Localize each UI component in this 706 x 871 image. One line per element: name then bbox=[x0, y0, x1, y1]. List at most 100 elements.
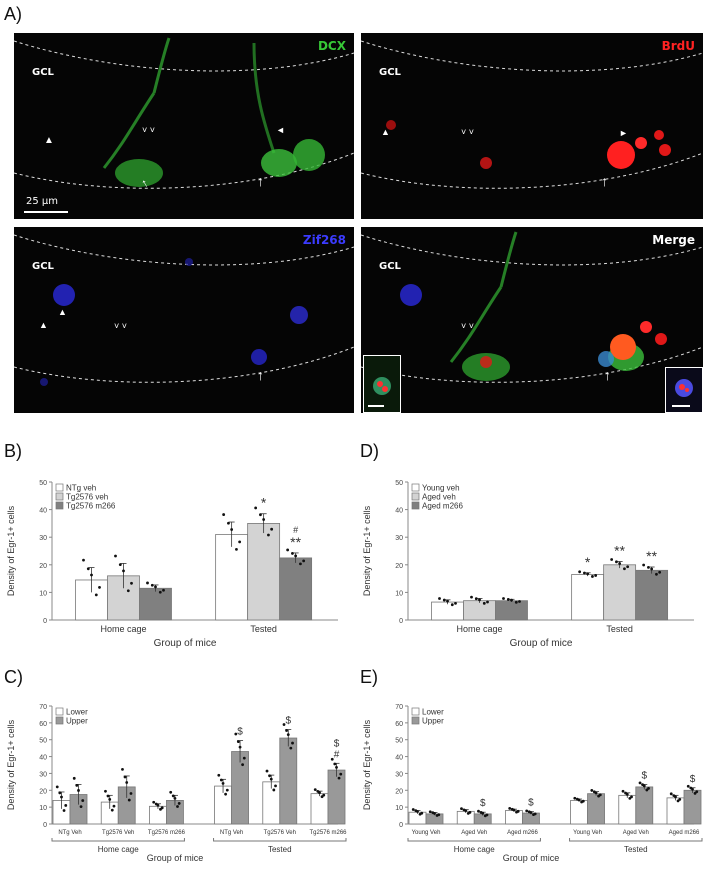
panel-label-d: D) bbox=[360, 441, 379, 461]
bar bbox=[683, 789, 702, 825]
data-point bbox=[438, 597, 441, 600]
channel-label-brdu: BrdU bbox=[661, 39, 695, 53]
data-point bbox=[294, 554, 298, 558]
data-point bbox=[274, 784, 277, 788]
y-tick-label: 20 bbox=[39, 788, 47, 795]
data-point bbox=[442, 598, 446, 602]
group-bracket bbox=[407, 838, 541, 842]
y-tick-label: 40 bbox=[39, 508, 47, 515]
bar-label: Aged Veh bbox=[461, 830, 487, 836]
data-point bbox=[460, 807, 463, 811]
y-tick-label: 10 bbox=[395, 805, 403, 812]
channel-label-zif268: Zif268 bbox=[302, 233, 346, 247]
bar bbox=[408, 811, 427, 825]
y-tick-label: 40 bbox=[395, 508, 403, 515]
data-point bbox=[508, 806, 512, 810]
data-point bbox=[630, 795, 633, 799]
data-point bbox=[126, 589, 130, 593]
legend-label: Upper bbox=[66, 717, 88, 726]
significance-label: $ bbox=[480, 798, 486, 809]
bar bbox=[431, 601, 464, 621]
data-point bbox=[110, 808, 114, 812]
data-point bbox=[90, 573, 93, 577]
legend-label: Upper bbox=[422, 717, 444, 726]
legend-swatch bbox=[55, 716, 64, 725]
data-point bbox=[150, 583, 154, 587]
data-point bbox=[269, 777, 273, 781]
inset-right bbox=[665, 367, 703, 413]
data-point bbox=[477, 809, 480, 813]
significance-label: $ bbox=[528, 798, 534, 809]
data-point bbox=[169, 790, 173, 794]
data-point bbox=[437, 813, 441, 817]
legend-swatch bbox=[55, 707, 64, 716]
gcl-label: GCL bbox=[379, 67, 401, 78]
data-point bbox=[225, 788, 229, 792]
panel-label-c: C) bbox=[4, 667, 23, 687]
data-point bbox=[578, 570, 582, 574]
scale-bar bbox=[24, 211, 68, 213]
data-point bbox=[154, 802, 158, 806]
data-point bbox=[678, 797, 682, 801]
legend-swatch bbox=[411, 492, 420, 501]
gcl-label: GCL bbox=[379, 261, 401, 272]
data-point bbox=[594, 574, 598, 577]
significance-label: # bbox=[293, 525, 298, 535]
bar bbox=[149, 805, 167, 825]
inset-left bbox=[363, 355, 401, 413]
data-point bbox=[236, 740, 240, 744]
legend-label: Tg2576 veh bbox=[66, 493, 108, 502]
data-point bbox=[171, 794, 175, 798]
data-point bbox=[154, 585, 157, 589]
group-label: Home cage bbox=[100, 624, 146, 634]
y-tick-label: 50 bbox=[395, 738, 403, 745]
bar bbox=[215, 534, 249, 621]
data-point bbox=[114, 554, 117, 558]
channel-label-dcx: DCX bbox=[317, 39, 346, 53]
svg-text:˅ ˅: ˅ ˅ bbox=[114, 321, 127, 331]
data-point bbox=[60, 795, 63, 799]
y-tick-label: 60 bbox=[395, 721, 403, 728]
group-label: Tested bbox=[624, 845, 648, 854]
data-point bbox=[158, 590, 162, 594]
data-point bbox=[98, 586, 101, 589]
data-point bbox=[106, 794, 110, 798]
data-point bbox=[420, 811, 424, 815]
data-point bbox=[242, 756, 246, 760]
bar bbox=[139, 587, 172, 621]
svg-text:↑: ↑ bbox=[604, 367, 611, 383]
y-tick-label: 0 bbox=[43, 822, 47, 829]
y-tick-label: 30 bbox=[395, 535, 403, 542]
y-tick-label: 60 bbox=[39, 721, 47, 728]
data-point bbox=[533, 812, 537, 816]
significance-label: $ bbox=[237, 727, 243, 738]
micrograph-merge: ˅ ˅ ↑ Merge GCL bbox=[361, 227, 703, 413]
legend-label: Lower bbox=[66, 708, 88, 717]
bar bbox=[570, 800, 588, 825]
data-point bbox=[227, 521, 230, 525]
data-point bbox=[621, 789, 625, 793]
data-point bbox=[112, 804, 116, 808]
data-point bbox=[221, 781, 225, 785]
significance-label: * bbox=[585, 554, 591, 570]
gcl-label: GCL bbox=[32, 261, 54, 272]
data-point bbox=[313, 788, 317, 792]
data-point bbox=[510, 598, 513, 602]
bar bbox=[456, 810, 475, 825]
y-tick-label: 0 bbox=[43, 618, 47, 625]
bar-label: Aged Veh bbox=[623, 830, 649, 836]
y-axis-label: Density of Egr-1+ cells bbox=[362, 719, 372, 810]
data-point bbox=[428, 810, 432, 814]
data-point bbox=[123, 775, 127, 779]
data-point bbox=[482, 601, 486, 605]
legend-label: Aged m266 bbox=[422, 502, 463, 511]
data-point bbox=[478, 598, 481, 602]
merge-image: ˅ ˅ ↑ bbox=[361, 231, 703, 383]
data-point bbox=[64, 804, 68, 807]
data-point bbox=[575, 797, 579, 801]
data-point bbox=[485, 813, 489, 817]
data-point bbox=[75, 783, 79, 787]
data-point bbox=[272, 788, 276, 792]
data-point bbox=[286, 733, 290, 737]
